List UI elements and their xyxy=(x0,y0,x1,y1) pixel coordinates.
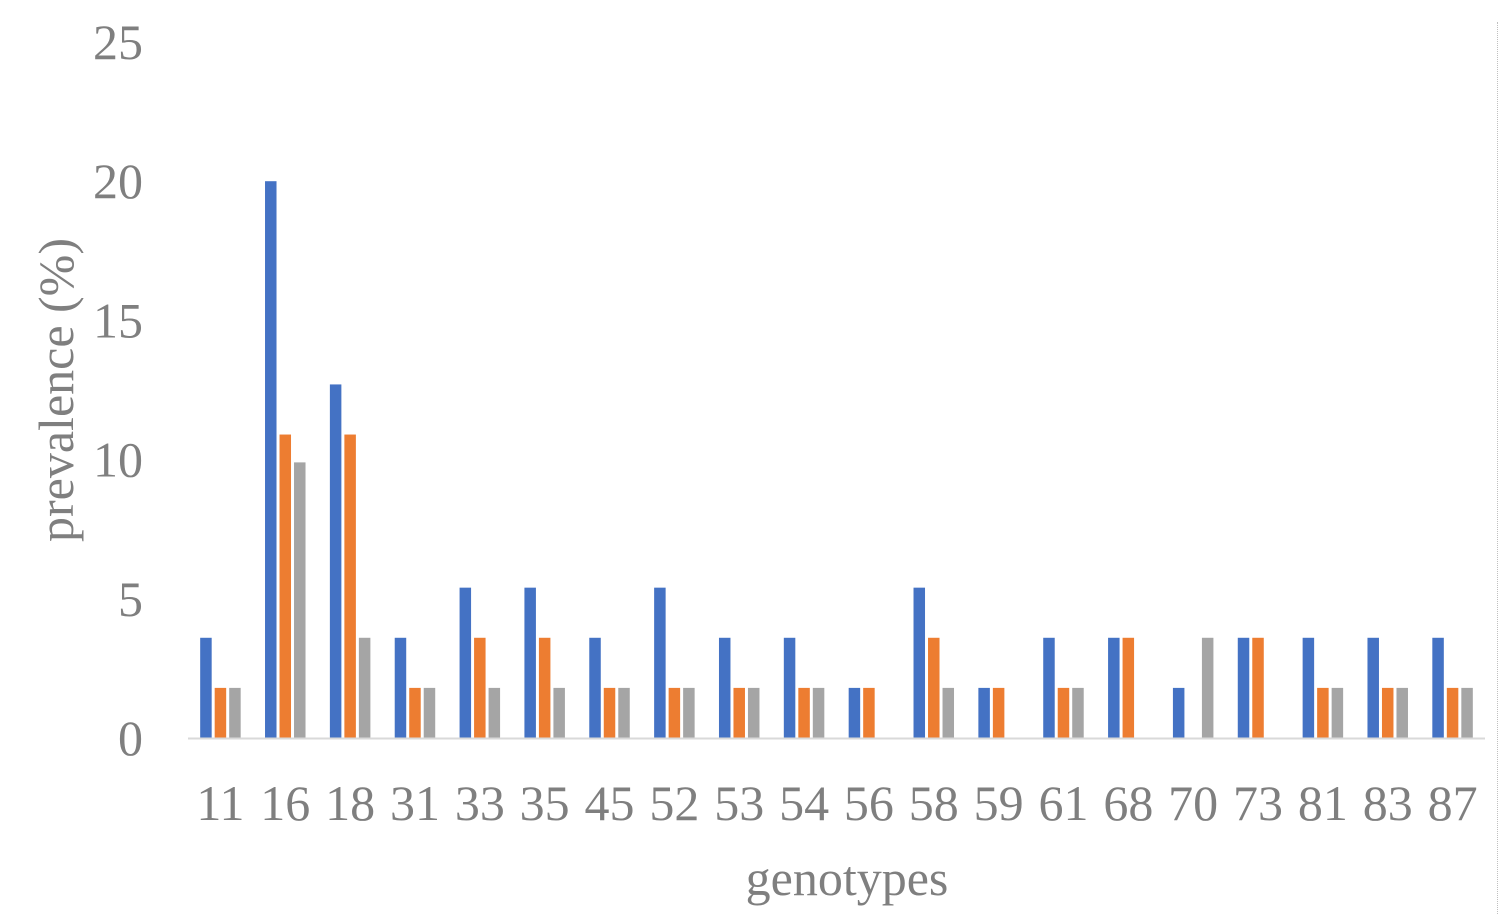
bar xyxy=(423,687,436,738)
y-axis-title: prevalence (%) xyxy=(28,238,84,542)
x-tick-label: 11 xyxy=(196,775,244,831)
x-tick-label: 61 xyxy=(1038,775,1088,831)
bar xyxy=(1043,637,1055,738)
bar xyxy=(863,687,875,738)
y-tick-label: 15 xyxy=(93,292,143,348)
x-tick-label: 56 xyxy=(844,775,894,831)
x-tick-label: 33 xyxy=(455,775,505,831)
bar xyxy=(668,687,681,738)
x-tick-label: 68 xyxy=(1103,775,1153,831)
bar xyxy=(603,687,616,738)
x-tick-label: 16 xyxy=(260,775,310,831)
bar xyxy=(812,687,825,738)
bar xyxy=(265,181,277,738)
bar xyxy=(1122,637,1135,738)
bar xyxy=(394,637,407,738)
bar xyxy=(1172,687,1185,738)
bar xyxy=(1461,687,1473,738)
y-axis-ticks: 0 5 10 15 20 25 xyxy=(93,14,143,766)
bar xyxy=(733,687,745,738)
x-tick-label: 31 xyxy=(390,775,440,831)
bar xyxy=(1201,637,1214,738)
bar-series xyxy=(200,181,1473,738)
bar xyxy=(294,462,306,738)
bar xyxy=(1381,687,1394,738)
bar xyxy=(718,637,731,738)
x-tick-label: 87 xyxy=(1428,775,1478,831)
bar xyxy=(1252,637,1264,738)
bar xyxy=(474,637,486,738)
bar xyxy=(589,637,601,738)
y-tick-label: 5 xyxy=(118,571,143,627)
x-tick-label: 59 xyxy=(974,775,1024,831)
bar xyxy=(1367,637,1379,738)
bar xyxy=(200,637,212,738)
bar xyxy=(618,687,630,738)
bar xyxy=(358,637,371,738)
bar xyxy=(1331,687,1344,738)
bar xyxy=(524,587,536,738)
x-tick-label: 73 xyxy=(1233,775,1283,831)
frame-edge xyxy=(1497,22,1498,914)
bar xyxy=(553,687,565,738)
bar xyxy=(459,587,472,738)
bar xyxy=(409,687,421,738)
bar xyxy=(1317,687,1329,738)
bar xyxy=(1432,637,1444,738)
bar xyxy=(747,687,760,738)
bar xyxy=(848,687,861,738)
bar xyxy=(942,687,955,738)
bar xyxy=(683,687,695,738)
x-tick-label: 54 xyxy=(779,775,829,831)
bar xyxy=(928,637,940,738)
bar xyxy=(978,687,990,738)
bar xyxy=(1446,687,1459,738)
bar xyxy=(1302,637,1315,738)
y-tick-label: 10 xyxy=(93,432,143,488)
x-tick-label: 70 xyxy=(1168,775,1218,831)
bar xyxy=(279,434,292,738)
x-axis-title: genotypes xyxy=(746,850,949,906)
bar xyxy=(1108,637,1120,738)
bar xyxy=(1072,687,1084,738)
x-tick-label: 58 xyxy=(909,775,959,831)
y-tick-label: 0 xyxy=(118,710,143,766)
bar xyxy=(214,687,227,738)
x-tick-label: 83 xyxy=(1363,775,1413,831)
x-tick-label: 18 xyxy=(325,775,375,831)
bar xyxy=(654,587,666,738)
bar xyxy=(798,687,810,738)
bar xyxy=(488,687,501,738)
x-tick-label: 81 xyxy=(1298,775,1348,831)
x-tick-label: 52 xyxy=(649,775,699,831)
bar xyxy=(344,434,356,738)
x-axis-ticks: 11 16 18 31 33 35 45 52 53 54 56 58 59 61 68 70 73 81 83 87 xyxy=(196,775,1477,831)
bar xyxy=(913,587,926,738)
y-tick-label: 20 xyxy=(93,153,143,209)
x-tick-label: 45 xyxy=(585,775,635,831)
x-tick-label: 35 xyxy=(520,775,570,831)
bar xyxy=(1057,687,1070,738)
bar xyxy=(329,384,342,738)
bar xyxy=(1396,687,1408,738)
bar xyxy=(229,687,241,738)
bar xyxy=(1237,637,1250,738)
x-tick-label: 53 xyxy=(714,775,764,831)
bar xyxy=(783,637,796,738)
bar xyxy=(538,637,551,738)
bar xyxy=(992,687,1005,738)
y-tick-label: 25 xyxy=(93,14,143,70)
